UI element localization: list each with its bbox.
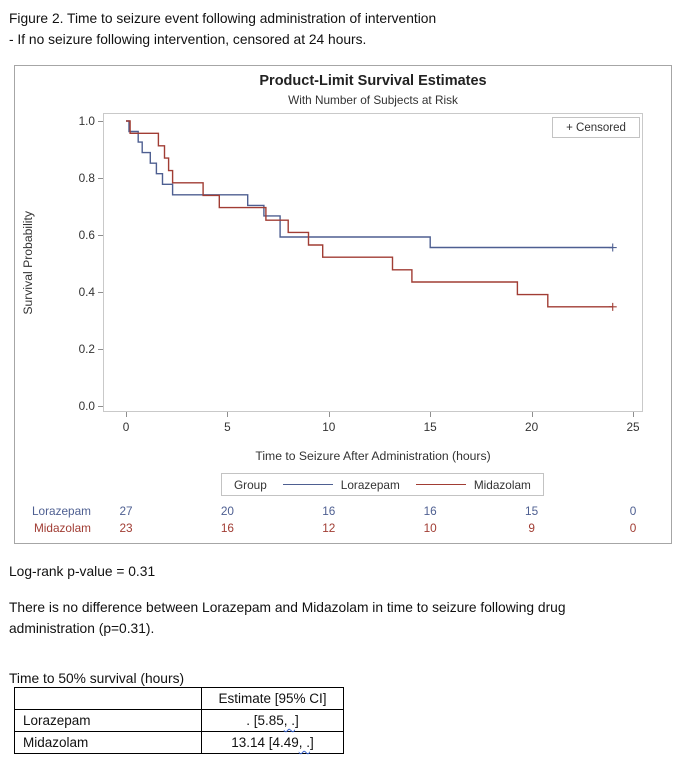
y-tick-label: 0.0: [78, 399, 95, 413]
legend-title: Group: [234, 477, 267, 492]
chart-subtitle: With Number of Subjects at Risk: [288, 93, 458, 107]
x-tick-mark: [633, 412, 634, 417]
figure-caption-line1: Figure 2. Time to seizure event followin…: [9, 11, 437, 26]
legend-line-sample: [282, 484, 333, 485]
x-tick-label: 5: [224, 420, 231, 434]
x-tick-mark: [328, 412, 330, 417]
at-risk-count: 16: [322, 504, 336, 518]
x-tick-label: 25: [626, 420, 640, 434]
y-tick-mark: [98, 235, 103, 236]
at-risk-label-lorazepam: Lorazepam: [31, 504, 91, 518]
value-prefix: . [5.85: [246, 713, 284, 728]
legend-entry-midazolam: Midazolam: [415, 477, 531, 492]
survival-chart: Product-Limit Survival Estimates With Nu…: [14, 65, 672, 544]
median-header-estimate: Estimate [95% CI]: [201, 687, 344, 710]
x-tick-mark: [126, 412, 127, 417]
at-risk-count: 16: [423, 504, 437, 518]
y-axis: Survival Probability: [21, 113, 35, 412]
at-risk-label-midazolam: Midazolam: [33, 521, 91, 535]
value-suffix: ]: [310, 735, 314, 750]
median-header-blank: [14, 687, 202, 710]
figure-caption-line2: - If no seizure following intervention, …: [9, 32, 367, 47]
at-risk-count: 0: [629, 521, 637, 535]
y-tick-label: 0.2: [78, 342, 95, 356]
censor-mark-midazolam: [608, 302, 617, 311]
x-tick-label: 20: [525, 420, 539, 434]
table-row: Lorazepam . [5.85, .]: [14, 709, 344, 732]
x-tick-label: 10: [322, 420, 336, 434]
median-row-value: 13.14 [4.49, .]: [201, 731, 344, 754]
lorazepam-curve: [126, 120, 613, 249]
y-tick-label: 1.0: [78, 114, 95, 128]
median-table: Estimate [95% CI] Lorazepam . [5.85, .] …: [14, 687, 344, 754]
at-risk-count: 0: [629, 504, 637, 518]
table-row: Midazolam 13.14 [4.49, .]: [14, 731, 344, 754]
value-prefix: 13.14 [4.49: [231, 735, 299, 750]
at-risk-count: 9: [528, 521, 535, 535]
median-row-label: Lorazepam: [14, 709, 202, 732]
x-tick-mark: [531, 412, 533, 417]
x-tick-mark: [227, 412, 229, 417]
legend-entry-label: Midazolam: [473, 477, 531, 492]
median-table-header-row: Estimate [95% CI]: [14, 687, 344, 710]
x-tick-label: 0: [122, 420, 130, 434]
group-legend: Group Lorazepam Midazolam: [221, 473, 544, 496]
median-row-label: Midazolam: [14, 731, 202, 754]
censor-mark-lorazepam: [608, 243, 617, 252]
spellcheck-squiggle: , .: [298, 735, 311, 750]
survival-curves: [126, 120, 617, 311]
spellcheck-squiggle: , .: [283, 713, 296, 728]
at-risk-count: 12: [322, 521, 336, 535]
at-risk-count: 15: [525, 504, 539, 518]
legend-entry-lorazepam: Lorazepam: [282, 477, 400, 492]
logrank-text: Log-rank p-value = 0.31: [9, 564, 156, 579]
plot-area: [103, 113, 643, 412]
x-axis-title: Time to Seizure After Administration (ho…: [255, 449, 491, 463]
legend-line-sample: [415, 484, 466, 485]
midazolam-curve: [126, 120, 613, 308]
value-suffix: ]: [295, 713, 299, 728]
y-tick-mark: [98, 121, 103, 122]
x-tick-label: 15: [423, 420, 437, 434]
at-risk-count: 10: [423, 521, 437, 535]
y-tick-mark: [98, 292, 103, 293]
x-tick-mark: [430, 412, 432, 417]
at-risk-count: 16: [220, 521, 234, 535]
y-tick-label: 0.8: [78, 171, 95, 185]
y-tick-mark: [98, 178, 103, 179]
y-tick-mark: [98, 406, 103, 407]
at-risk-count: 23: [119, 521, 133, 535]
median-row-value: . [5.85, .]: [201, 709, 344, 732]
legend-entry-label: Lorazepam: [340, 477, 400, 492]
median-table-title: Time to 50% survival (hours): [9, 671, 185, 686]
at-risk-count: 27: [119, 504, 133, 518]
at-risk-count: 20: [220, 504, 234, 518]
chart-title: Product-Limit Survival Estimates: [259, 73, 487, 89]
censored-legend: + Censored: [552, 117, 640, 138]
y-tick-mark: [98, 349, 103, 350]
y-axis-title: Survival Probability: [21, 210, 35, 315]
legend-items: Lorazepam Midazolam: [282, 477, 531, 492]
y-tick-label: 0.6: [78, 228, 95, 242]
conclusion-text: There is no difference between Lorazepam…: [9, 600, 566, 636]
y-tick-label: 0.4: [78, 285, 95, 299]
censored-legend-label: + Censored: [566, 121, 626, 134]
